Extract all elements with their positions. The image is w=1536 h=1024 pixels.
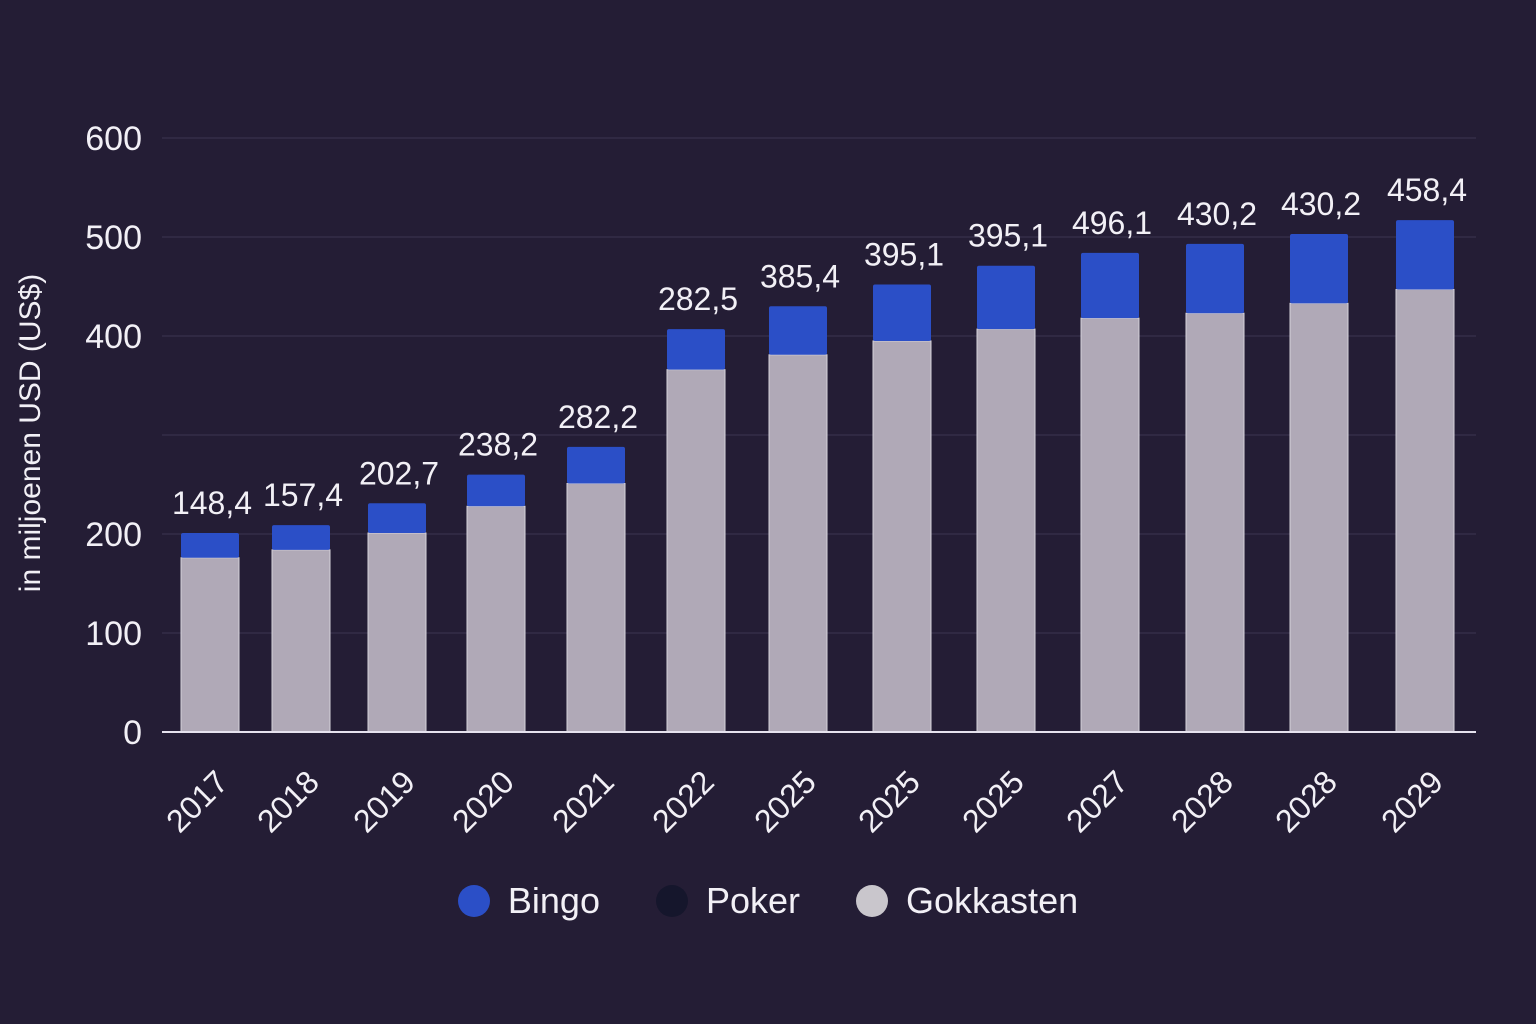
y-tick-label: 0 bbox=[123, 714, 142, 752]
legend-label-gokkasten: Gokkasten bbox=[906, 880, 1079, 921]
bar-gokkasten[interactable] bbox=[566, 483, 626, 733]
x-tick-label: 2020 bbox=[445, 763, 521, 839]
bar-bingo[interactable] bbox=[467, 474, 525, 507]
bars bbox=[180, 220, 1455, 733]
bar-gokkasten[interactable] bbox=[872, 340, 932, 733]
legend-swatch-gokkasten bbox=[856, 885, 889, 917]
y-axis-ticks: 0 100 200 400 500 600 bbox=[85, 120, 142, 752]
x-tick-label: 2025 bbox=[955, 763, 1031, 839]
x-tick-label: 2029 bbox=[1374, 763, 1450, 839]
legend-item-bingo[interactable]: Bingo bbox=[457, 880, 600, 922]
x-axis-ticks: 2017 2018 2019 2020 2021 2022 2025 2025 2025 2027… bbox=[159, 763, 1450, 839]
x-tick-label: 2022 bbox=[645, 763, 721, 839]
bar-bingo[interactable] bbox=[667, 329, 725, 370]
legend-swatch-poker bbox=[655, 885, 688, 917]
bar-bingo[interactable] bbox=[368, 503, 426, 534]
legend: Bingo Poker Gokkasten bbox=[0, 880, 1536, 922]
data-label: 385,4 bbox=[760, 258, 840, 294]
data-label: 395,1 bbox=[968, 218, 1048, 254]
x-tick-label: 2017 bbox=[159, 763, 235, 839]
bar-bingo[interactable] bbox=[567, 446, 625, 484]
data-labels: 148,4 157,4 202,7 238,2 282,2 282,5 385,4 395,1… bbox=[172, 172, 1467, 521]
bar-gokkasten[interactable] bbox=[1080, 317, 1140, 733]
bar-gokkasten[interactable] bbox=[768, 354, 828, 733]
x-tick-label: 2025 bbox=[851, 763, 927, 839]
data-label: 430,2 bbox=[1177, 196, 1257, 232]
data-label: 430,2 bbox=[1281, 186, 1361, 222]
data-label: 238,2 bbox=[458, 427, 538, 463]
bar-bingo[interactable] bbox=[1081, 252, 1139, 319]
x-tick-label: 2021 bbox=[545, 763, 621, 839]
bar-bingo[interactable] bbox=[1396, 220, 1454, 290]
y-tick-label: 500 bbox=[85, 219, 142, 257]
bar-gokkasten[interactable] bbox=[367, 532, 427, 733]
bar-bingo[interactable] bbox=[769, 306, 827, 355]
x-tick-label: 2028 bbox=[1164, 763, 1240, 839]
data-label: 496,1 bbox=[1072, 205, 1152, 241]
bar-gokkasten[interactable] bbox=[271, 549, 331, 733]
bar-gokkasten[interactable] bbox=[180, 557, 240, 733]
legend-label-bingo: Bingo bbox=[507, 880, 600, 921]
x-tick-label: 2018 bbox=[250, 763, 326, 839]
bar-gokkasten[interactable] bbox=[666, 369, 726, 733]
y-axis-title: in miljoenen USD (US$) bbox=[14, 274, 47, 592]
bar-bingo[interactable] bbox=[1186, 243, 1244, 314]
data-label: 282,2 bbox=[558, 399, 638, 435]
data-label: 458,4 bbox=[1387, 172, 1467, 208]
bar-gokkasten[interactable] bbox=[1289, 302, 1349, 733]
legend-item-gokkasten[interactable]: Gokkasten bbox=[856, 880, 1078, 922]
data-label: 157,4 bbox=[263, 477, 343, 513]
bar-gokkasten[interactable] bbox=[1395, 288, 1455, 733]
data-label: 148,4 bbox=[172, 485, 252, 521]
y-tick-label: 100 bbox=[85, 615, 142, 653]
bar-bingo[interactable] bbox=[873, 284, 931, 341]
bar-bingo[interactable] bbox=[1290, 234, 1348, 304]
y-tick-label: 600 bbox=[85, 120, 142, 158]
data-label: 202,7 bbox=[359, 455, 439, 491]
data-label: 282,5 bbox=[658, 281, 738, 317]
bar-gokkasten[interactable] bbox=[466, 505, 526, 733]
bar-gokkasten[interactable] bbox=[1185, 312, 1245, 733]
bar-bingo[interactable] bbox=[977, 265, 1035, 330]
x-tick-label: 2027 bbox=[1059, 763, 1135, 839]
x-tick-label: 2028 bbox=[1268, 763, 1344, 839]
y-tick-label: 200 bbox=[85, 516, 142, 554]
legend-swatch-bingo bbox=[457, 885, 490, 917]
data-label: 395,1 bbox=[864, 237, 944, 273]
x-tick-label: 2019 bbox=[346, 763, 422, 839]
legend-label-poker: Poker bbox=[705, 880, 801, 921]
bar-bingo[interactable] bbox=[272, 525, 330, 550]
bar-gokkasten[interactable] bbox=[976, 328, 1036, 733]
legend-item-poker[interactable]: Poker bbox=[655, 880, 801, 922]
bar-bingo[interactable] bbox=[181, 533, 239, 558]
x-tick-label: 2025 bbox=[747, 763, 823, 839]
y-tick-label: 400 bbox=[85, 318, 142, 356]
